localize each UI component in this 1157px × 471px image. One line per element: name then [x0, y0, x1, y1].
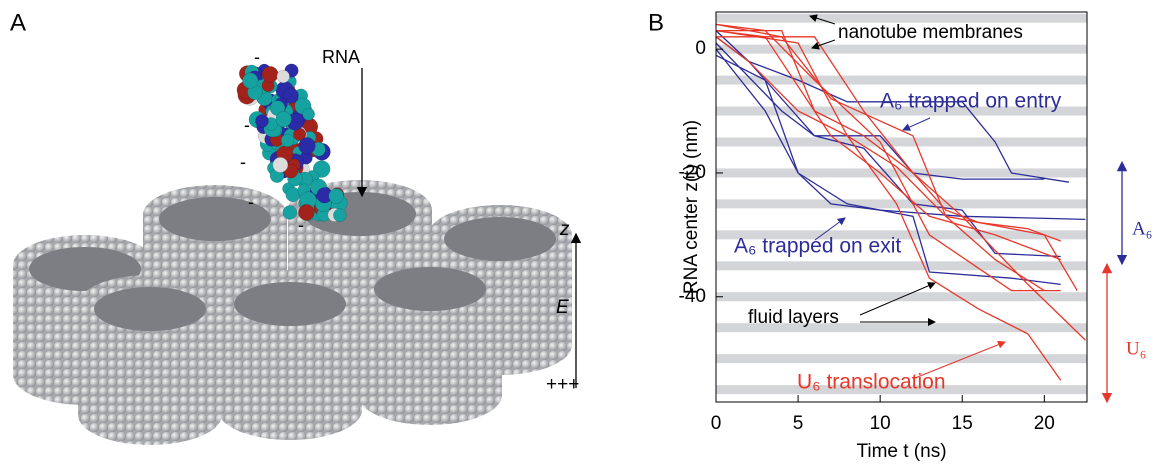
x-tick-label: 20: [1034, 413, 1055, 434]
callout-arrow: [914, 340, 1006, 379]
atom: [333, 208, 347, 222]
callout-arrow: [902, 117, 931, 131]
membrane-band: [716, 323, 1087, 333]
atom: [272, 157, 289, 173]
tube-wall: [358, 285, 502, 425]
trajectory: [715, 30, 1061, 258]
rna-label: RNA: [322, 47, 360, 67]
tube-hole: [444, 217, 556, 261]
atom: [280, 133, 295, 148]
charge: -: [240, 152, 246, 172]
tube-wall: [78, 305, 222, 445]
charge: -: [254, 47, 260, 67]
atom: [298, 204, 315, 221]
charge: -: [244, 115, 250, 135]
tube-hole: [374, 267, 486, 311]
y-axis-label: RNA center z(t) (nm): [681, 120, 702, 294]
membrane-band: [716, 75, 1087, 85]
trajectory: [715, 36, 1062, 381]
panel-label: B: [648, 9, 664, 36]
field-label: E: [556, 297, 569, 318]
tube-hole: [159, 197, 271, 241]
trajectory: [715, 54, 1061, 286]
trajectory: [715, 48, 1086, 221]
callout-arrow: [814, 217, 846, 241]
y-tick-label: -40: [679, 286, 706, 307]
panel-a: A RNA - - - - - z E +++: [10, 9, 582, 445]
annotation: nanotube membranes: [838, 22, 1023, 43]
callout-arrow: [859, 282, 936, 316]
callout-arrow: [809, 14, 836, 25]
charges-plus: +++: [546, 374, 579, 395]
y-tick-label: 0: [695, 38, 706, 59]
membrane-band: [716, 199, 1087, 209]
trajectory: [715, 23, 1061, 292]
membrane-band: [716, 137, 1087, 147]
annotation: A₆ trapped on exit: [734, 235, 901, 258]
membrane-band: [716, 354, 1087, 364]
atom: [302, 107, 315, 121]
charge: -: [298, 215, 304, 235]
membrane-band: [716, 261, 1087, 271]
plot-frame: [715, 11, 1088, 403]
x-tick-label: 10: [870, 413, 891, 434]
membrane-band: [716, 168, 1087, 178]
rna-molecule: [236, 63, 348, 222]
membrane-band: [716, 385, 1087, 395]
atom: [282, 87, 299, 104]
annotation: U₆ translocation: [797, 371, 946, 394]
membrane-band: [716, 44, 1087, 54]
annotation: A₆ trapped on entry: [880, 90, 1062, 113]
atom: [275, 111, 292, 128]
x-tick-label: 0: [711, 413, 722, 434]
atom: [242, 72, 259, 89]
membrane-band: [716, 230, 1087, 240]
z-label: z: [559, 219, 570, 240]
tube-hole: [94, 287, 206, 331]
membrane-band: [716, 106, 1087, 116]
atom: [282, 205, 298, 220]
trajectory: [715, 29, 1061, 261]
x-tick-label: 5: [793, 413, 804, 434]
trajectory: [715, 36, 1070, 183]
atom: [328, 188, 344, 204]
atom: [298, 137, 316, 155]
y-tick-label: -20: [679, 162, 706, 183]
annotation: U₆: [1126, 338, 1146, 359]
trajectory: [715, 42, 1045, 180]
annotation: A₆: [1132, 218, 1152, 239]
trajectory: [716, 29, 1061, 242]
x-tick-label: 15: [952, 413, 973, 434]
trajectory: [715, 29, 1045, 292]
atom: [276, 69, 290, 84]
tube-hole: [234, 282, 346, 326]
panel-label: A: [10, 9, 26, 36]
callout-arrow: [811, 39, 836, 50]
atom: [255, 114, 269, 128]
charge: -: [248, 192, 254, 212]
membrane-band: [716, 13, 1087, 23]
panel-b: B 0 5 10 15 20 0 -20 -40 Time t (ns) RNA center z…: [648, 9, 1152, 462]
atom: [261, 66, 279, 83]
annotation: fluid layers: [748, 307, 839, 328]
trajectory: [715, 23, 1078, 291]
x-axis-label: Time t (ns): [856, 441, 946, 462]
trajectory: [716, 36, 1086, 341]
tube-wall: [218, 300, 362, 440]
nanotubes: [13, 180, 572, 445]
